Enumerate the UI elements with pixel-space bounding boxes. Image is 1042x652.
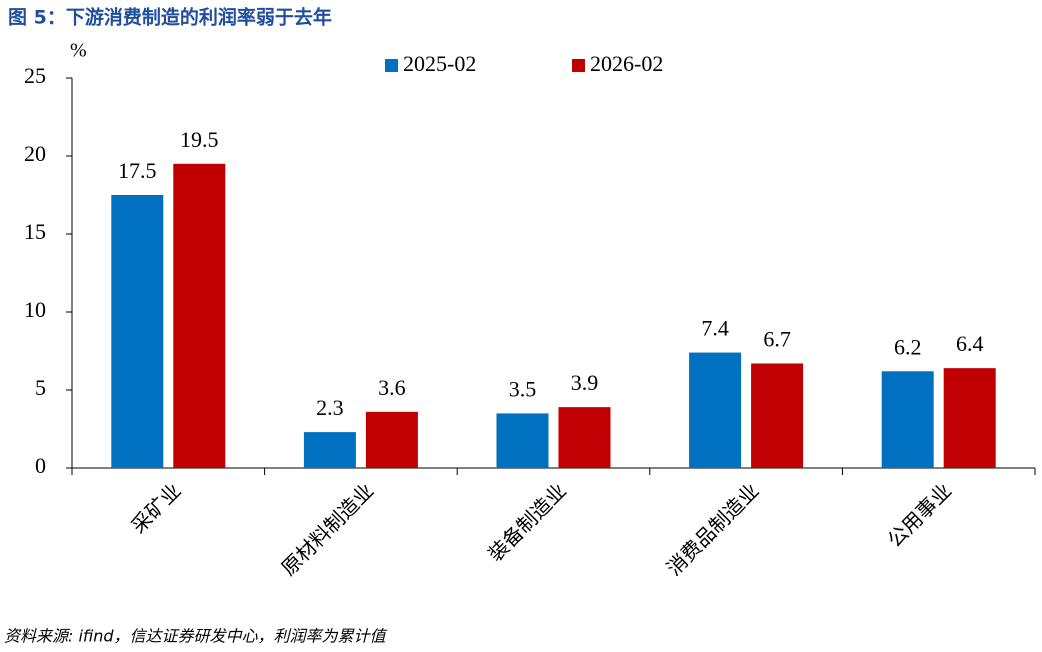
x-tick-label: 装备制造业 — [483, 478, 571, 566]
x-tick-label: 消费品制造业 — [662, 478, 764, 580]
y-tick-label: 10 — [24, 297, 46, 322]
y-tick-label: 25 — [24, 63, 46, 88]
bar — [496, 413, 549, 468]
bar — [173, 163, 226, 469]
bar — [303, 432, 356, 468]
chart-title: 图 5：下游消费制造的利润率弱于去年 — [8, 6, 332, 29]
x-tick-label: 原材料制造业 — [277, 478, 379, 580]
bar — [881, 371, 934, 468]
legend-swatch — [572, 59, 585, 72]
y-tick-label: 0 — [35, 453, 46, 478]
legend-label: 2025-02 — [403, 51, 476, 76]
data-label: 6.7 — [763, 327, 791, 352]
data-label: 2.3 — [316, 395, 344, 420]
bar — [689, 352, 742, 468]
x-tick-label: 公用事业 — [883, 478, 957, 552]
data-label: 3.5 — [509, 376, 537, 401]
data-label: 6.4 — [956, 331, 984, 356]
data-label: 3.6 — [378, 375, 406, 400]
bar — [751, 363, 804, 468]
data-label: 3.9 — [571, 370, 599, 395]
bar — [943, 368, 996, 468]
y-unit: % — [70, 40, 87, 62]
data-label: 17.5 — [118, 158, 157, 183]
data-label: 6.2 — [894, 334, 922, 359]
x-tick-label: 采矿业 — [126, 478, 185, 537]
bar — [365, 411, 418, 468]
data-label: 7.4 — [701, 316, 729, 341]
legend-swatch — [385, 59, 398, 72]
y-tick-label: 15 — [24, 219, 46, 244]
bar — [111, 195, 164, 468]
y-tick-label: 20 — [24, 141, 46, 166]
source-note: 资料来源: ifind，信达证券研发中心，利润率为累计值 — [4, 627, 388, 646]
data-label: 19.5 — [180, 127, 219, 152]
y-tick-label: 5 — [35, 375, 46, 400]
bar — [558, 407, 611, 468]
legend-label: 2026-02 — [590, 51, 663, 76]
